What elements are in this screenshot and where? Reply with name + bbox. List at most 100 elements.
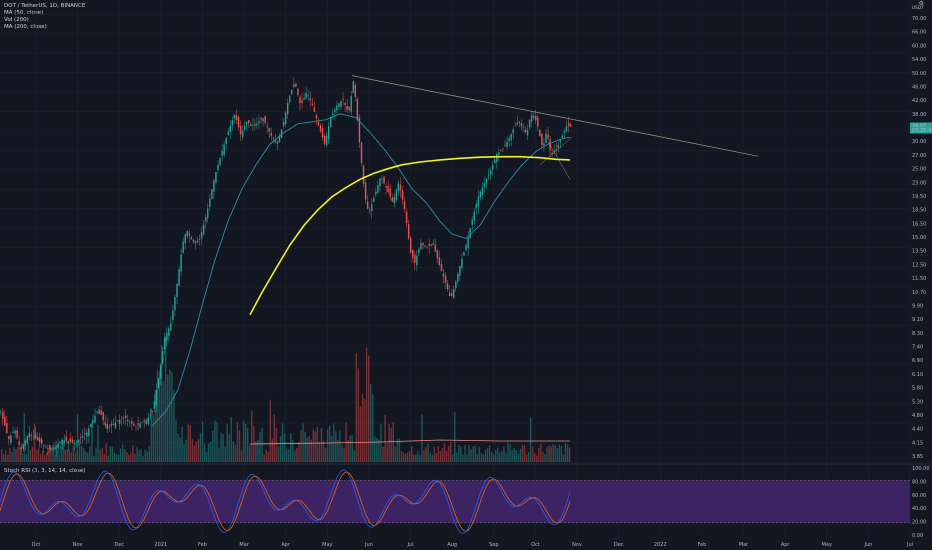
ma200-legend[interactable]: MA (200, close) <box>4 24 47 30</box>
drawing-line[interactable] <box>547 141 571 180</box>
volume-bar <box>466 454 468 462</box>
candle-body <box>22 444 24 449</box>
volume-bar <box>372 394 374 462</box>
candle-body <box>475 204 477 209</box>
candle-body <box>526 130 529 136</box>
ma50-legend[interactable]: MA (50, close) <box>4 10 44 16</box>
candle-body <box>289 95 291 103</box>
volume-bar <box>347 439 349 462</box>
candle-body <box>328 126 330 139</box>
y-tick-label: 12.50 <box>912 262 926 268</box>
candle-body <box>387 186 389 193</box>
volume-bar <box>331 436 333 462</box>
volume-bar <box>220 432 222 462</box>
volume-bar <box>142 455 144 462</box>
volume-bar <box>191 438 194 462</box>
volume-bar <box>216 422 218 462</box>
candle-body <box>496 154 498 162</box>
candle-body <box>55 445 57 450</box>
volume-bar <box>146 451 148 462</box>
candle-body <box>36 437 39 441</box>
volume-bar <box>222 434 224 462</box>
candle-body <box>467 237 469 249</box>
volume-bar <box>482 454 485 462</box>
candle-body <box>211 189 213 199</box>
volume-bar <box>390 427 392 462</box>
candle-body <box>487 174 490 176</box>
candle-body <box>45 446 47 448</box>
candle-body <box>172 310 174 321</box>
volume-bar <box>285 448 288 462</box>
candle-body <box>6 423 8 433</box>
candle-body <box>225 138 227 144</box>
candle-body <box>371 204 373 212</box>
volume-bar <box>19 448 21 462</box>
volume-bar <box>443 443 446 462</box>
candle-body <box>381 178 383 180</box>
volume-bar <box>562 454 565 462</box>
candle-body <box>473 211 475 221</box>
volume-bar <box>283 433 286 462</box>
volume-bar <box>44 454 46 462</box>
volume-bar <box>351 435 353 462</box>
y-tick-label: 13.50 <box>912 249 926 255</box>
candle-body <box>438 257 441 265</box>
candle-body <box>471 219 473 225</box>
current-price-label: 34.87 <box>912 123 926 129</box>
candle-body <box>79 436 82 438</box>
stoch-k-line <box>0 469 571 534</box>
volume-bar <box>64 449 66 462</box>
volume-bar <box>431 455 433 462</box>
volume-legend[interactable]: Vol (200) <box>4 17 29 23</box>
x-tick-label: Oct <box>531 542 540 548</box>
volume-bar <box>257 439 259 462</box>
volume-bar <box>503 446 505 462</box>
candle-body <box>477 196 480 207</box>
volume-bar <box>417 451 419 462</box>
candle-body <box>131 421 133 424</box>
volume-bar <box>550 446 552 462</box>
volume-bar <box>529 417 532 462</box>
volume-bar <box>95 447 97 462</box>
candle-body <box>100 410 102 415</box>
stoch-band <box>0 480 910 523</box>
candle-body <box>315 115 318 119</box>
candle-body <box>416 255 418 266</box>
candle-body <box>16 430 18 438</box>
candle-body <box>182 241 184 253</box>
volume-bar <box>5 449 7 462</box>
stoch-rsi-legend[interactable]: Stoch RSI (3, 3, 14, 14, close) <box>4 468 86 474</box>
candle-body <box>551 152 553 155</box>
candle-body <box>563 130 566 133</box>
y-tick-label: 15.00 <box>912 235 926 241</box>
support-trendline[interactable] <box>539 136 573 165</box>
volume-bar <box>195 441 198 462</box>
volume-bar <box>101 447 103 462</box>
candle-body <box>350 95 352 112</box>
y-tick-label: 50.00 <box>912 71 926 77</box>
volume-bar <box>255 441 257 462</box>
candle-body <box>14 430 16 434</box>
stoch-d-line <box>0 471 571 532</box>
candle-body <box>319 125 322 132</box>
candle-body <box>334 109 336 113</box>
candle-body <box>102 411 104 421</box>
candle-body <box>237 116 240 128</box>
volume-bar <box>355 353 358 462</box>
candle-body <box>153 401 156 409</box>
candle-body <box>344 102 346 105</box>
volume-bar <box>15 449 17 462</box>
volume-bar <box>80 445 83 462</box>
candle-body <box>403 201 406 209</box>
resistance-trendline[interactable] <box>351 75 759 157</box>
candle-body <box>61 439 63 445</box>
volume-bar <box>1 449 3 462</box>
candle-body <box>32 436 35 438</box>
settings-icon[interactable]: ⚙ <box>918 0 924 7</box>
candle-body <box>2 411 4 419</box>
x-tick-label: Nov <box>73 542 83 548</box>
symbol-title[interactable]: DOT / TetherUS, 1D, BINANCE <box>4 3 86 9</box>
volume-bar <box>511 450 513 462</box>
candle-body <box>524 129 527 133</box>
